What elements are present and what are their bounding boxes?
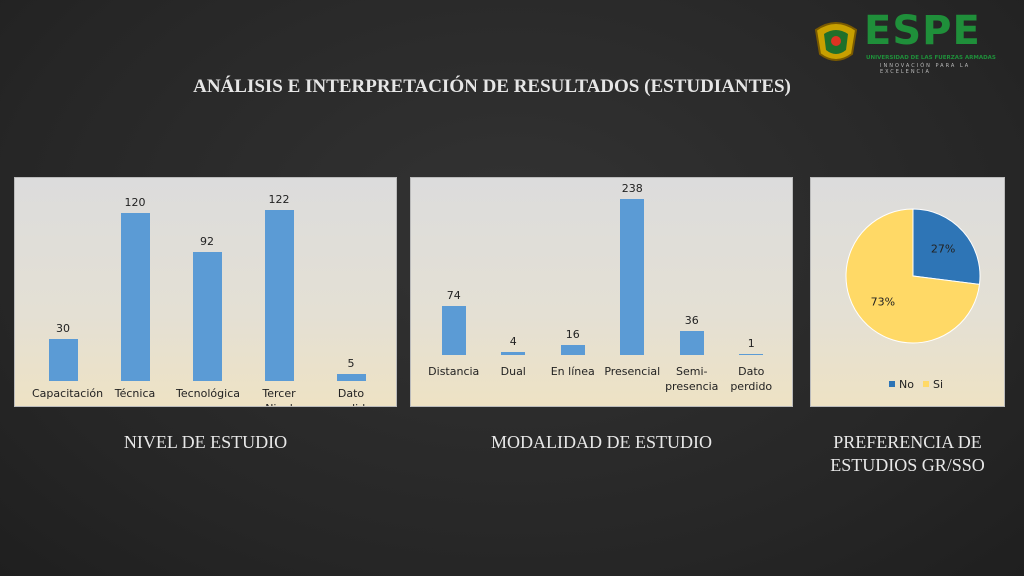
chart-panel: 30 Capacitación 120 Técnica 92 Tecnológica 122… — [14, 177, 397, 407]
value-label: 1 — [747, 337, 755, 351]
pie-chart: 27% 73% No Si — [845, 208, 981, 391]
bar — [120, 213, 150, 381]
logo-name: ESPE — [864, 8, 981, 54]
chart-caption: NIVEL DE ESTUDIO — [123, 432, 288, 452]
bar — [739, 354, 764, 355]
value-label: 36 — [684, 314, 699, 328]
value-label: 5 — [347, 357, 355, 370]
value-label: 16 — [565, 327, 580, 341]
value-label: 27% — [931, 242, 955, 255]
category-label: Capacitación — [32, 387, 104, 400]
category-label: Técnica — [114, 387, 156, 400]
logo-emblem — [814, 22, 858, 61]
legend-label: Si — [933, 378, 943, 391]
bar — [192, 252, 222, 381]
bar — [679, 331, 704, 355]
value-label: 122 — [268, 193, 290, 207]
pie-slice — [912, 208, 981, 285]
legend-swatch — [889, 381, 895, 387]
value-label: 74 — [446, 289, 461, 303]
value-label: 73% — [871, 296, 895, 309]
value-label: 238 — [621, 181, 643, 195]
category-label: Dato perdido — [330, 387, 372, 406]
category-label: Distancia — [428, 365, 480, 378]
category-label: Tecnológica — [176, 387, 240, 400]
bar — [560, 344, 585, 355]
chart-panel: 27% 73% No Si — [810, 177, 1005, 407]
pie-slice — [845, 208, 981, 344]
category-label: En línea — [550, 365, 595, 378]
slide-title: ANÁLISIS E INTERPRETACIÓN DE RESULTADOS … — [193, 76, 791, 97]
category-label: Dual — [500, 365, 526, 378]
legend-swatch — [923, 381, 929, 387]
bar — [501, 352, 526, 355]
chart-caption: PREFERENCIA DE ESTUDIOS GR/SSO — [830, 432, 985, 475]
category-label: Dato perdido — [730, 365, 773, 393]
category-label: Presencial — [604, 365, 661, 378]
value-label: 4 — [509, 335, 517, 349]
value-label: 120 — [124, 196, 146, 209]
bar — [620, 198, 645, 355]
bar — [441, 306, 466, 355]
value-label: 92 — [200, 235, 214, 249]
logo-subtitle: UNIVERSIDAD DE LAS FUERZAS ARMADAS — [866, 55, 996, 61]
bar — [48, 339, 78, 381]
bar — [264, 210, 294, 381]
chart-panel: 74 Distancia 4 Dual 16 En línea 238 Presencial 3… — [410, 177, 793, 407]
value-label: 30 — [56, 322, 70, 335]
bar — [336, 374, 366, 381]
logo-motto: INNOVACIÓN PARA LA EXCELENCIA — [880, 63, 971, 75]
legend-label: No — [899, 378, 914, 391]
category-label: Tercer Nivel — [262, 387, 296, 406]
chart-caption: MODALIDAD DE ESTUDIO — [491, 432, 712, 452]
category-label: Semi-presencia — [665, 365, 719, 393]
